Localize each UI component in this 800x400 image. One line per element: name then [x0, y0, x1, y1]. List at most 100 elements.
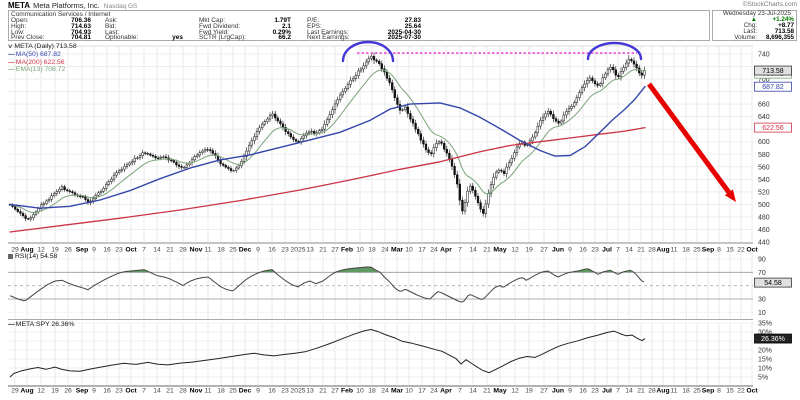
svg-text:35%: 35% [758, 321, 772, 328]
main-chart-legend: ∨META (Daily) 713.58 —MA(50) 687.82 —MA(… [7, 43, 76, 74]
chg-label: Chg: [743, 21, 757, 29]
svg-text:10: 10 [356, 388, 364, 395]
axis-value-box: 26.36% [754, 333, 792, 344]
svg-text:11: 11 [670, 388, 677, 395]
svg-text:27: 27 [540, 388, 548, 395]
svg-text:16: 16 [103, 247, 111, 254]
svg-text:28: 28 [648, 247, 656, 254]
svg-text:11: 11 [204, 247, 211, 254]
quote-label: Fwd Dividend: [199, 22, 241, 30]
svg-text:26: 26 [64, 247, 72, 254]
svg-text:16: 16 [579, 247, 587, 254]
svg-text:18: 18 [682, 388, 690, 395]
quote-value: 66.2 [278, 34, 291, 42]
svg-text:19: 19 [525, 388, 533, 395]
quote-label: Next Earnings: [307, 34, 350, 42]
price-axis-labels: 440 460 480 500 520 540 560 580 600 640 660 700 740 9… [758, 52, 772, 382]
svg-text:Feb: Feb [341, 388, 353, 395]
svg-text:2025: 2025 [290, 388, 305, 395]
svg-text:30%: 30% [758, 330, 772, 337]
svg-text:Apr: Apr [440, 388, 452, 395]
chart-titlebar: META Meta Platforms, Inc. Nasdaq GS [8, 1, 137, 10]
svg-text:30: 30 [758, 296, 766, 303]
svg-text:Dec: Dec [239, 388, 252, 395]
svg-text:14: 14 [469, 388, 477, 395]
quote-row: Open: 706.36 Ask: Mkt Cap: 1.79T P/E: 27.83 [11, 17, 707, 24]
svg-text:15: 15 [726, 247, 734, 254]
svg-text:29: 29 [11, 247, 19, 254]
date-axis: 29 Aug 12 19 26 Sep 9 16 23 Oct 7 14 21 28 Nov 11 18 25 De… [11, 388, 758, 395]
svg-text:Sep: Sep [702, 388, 714, 395]
svg-text:7: 7 [142, 247, 146, 254]
svg-text:28: 28 [179, 247, 187, 254]
copyright-label: ©StockCharts.com [742, 1, 797, 8]
svg-text:687.82: 687.82 [762, 84, 784, 91]
quote-date: Wednesday 23-Jul-2025 [722, 10, 791, 17]
quote-label: P/E: [307, 17, 320, 24]
svg-text:10: 10 [356, 247, 364, 254]
ratio-legend: —META:SPY 26.36% [8, 321, 74, 328]
svg-text:9: 9 [568, 388, 572, 395]
svg-text:600: 600 [758, 139, 770, 146]
svg-text:16: 16 [579, 388, 587, 395]
quote-value: 706.36 [71, 17, 91, 24]
svg-text:23: 23 [115, 247, 123, 254]
rsi-legend-label: RSI(14) 54.58 [15, 253, 58, 260]
percent-change: +1.24% [772, 15, 794, 23]
ma200-legend: —MA(200) 622.56 [8, 58, 65, 66]
svg-text:Sep: Sep [76, 388, 88, 395]
svg-text:Feb: Feb [341, 247, 353, 254]
arc-annotation-1 [341, 40, 395, 63]
svg-text:9: 9 [92, 388, 96, 395]
svg-text:8: 8 [717, 388, 721, 395]
svg-text:11: 11 [670, 247, 677, 254]
daily-info-box: Wednesday 23-Jul-2025 ▲ +1.24% Chg: +8.77 … [712, 10, 797, 41]
svg-text:21: 21 [319, 247, 327, 254]
svg-text:Aug: Aug [20, 247, 33, 254]
svg-text:13: 13 [306, 388, 314, 395]
svg-text:9: 9 [568, 247, 572, 254]
ticker-symbol: META [8, 1, 31, 10]
svg-text:27: 27 [331, 247, 339, 254]
svg-text:740: 740 [758, 52, 770, 59]
svg-text:580: 580 [758, 152, 770, 159]
svg-text:19: 19 [525, 247, 533, 254]
quote-label: SCTR (LrgCap): [199, 34, 246, 42]
quote-value: 27.83 [404, 17, 421, 24]
quote-row: High: 714.63 Bid: Fwd Dividend: 2.1 EPS: 25.64 [11, 22, 707, 30]
ratio-legend-label: META:SPY 26.36% [15, 321, 75, 328]
svg-text:17: 17 [418, 247, 426, 254]
quote-label: Mkt Cap: [199, 17, 226, 24]
quote-label: Last: [105, 28, 120, 36]
svg-text:11: 11 [204, 388, 211, 395]
quote-label: Fwd Yield: [199, 28, 229, 36]
svg-text:18: 18 [217, 247, 225, 254]
svg-text:Oct: Oct [746, 388, 758, 395]
svg-text:24: 24 [381, 247, 389, 254]
svg-text:Dec: Dec [239, 247, 252, 254]
svg-text:16: 16 [268, 247, 276, 254]
svg-text:Aug: Aug [20, 388, 33, 395]
arc-annotation-2 [586, 41, 643, 61]
svg-text:700: 700 [758, 77, 770, 84]
svg-text:12: 12 [511, 388, 519, 395]
quote-value: 2025-07-30 [387, 34, 421, 42]
svg-text:713.58: 713.58 [762, 68, 784, 75]
svg-text:Sep: Sep [76, 247, 88, 254]
rsi-legend: RSI(14) 54.58 [8, 253, 57, 260]
svg-text:24: 24 [381, 388, 389, 395]
svg-text:622.56: 622.56 [762, 125, 784, 132]
svg-text:25: 25 [693, 388, 701, 395]
quote-value: 2.1 [281, 22, 291, 30]
svg-text:90: 90 [758, 256, 766, 263]
chevron-down-icon[interactable]: ∨ [7, 44, 14, 50]
svg-text:10: 10 [405, 388, 413, 395]
svg-text:480: 480 [758, 214, 770, 221]
indicator-collapse-icon[interactable] [8, 254, 13, 259]
svg-text:28: 28 [648, 388, 656, 395]
quote-value: 704.81 [71, 34, 91, 42]
axis-value-box: 687.82 [754, 81, 792, 92]
svg-text:18: 18 [217, 388, 225, 395]
svg-text:Jun: Jun [552, 247, 564, 254]
